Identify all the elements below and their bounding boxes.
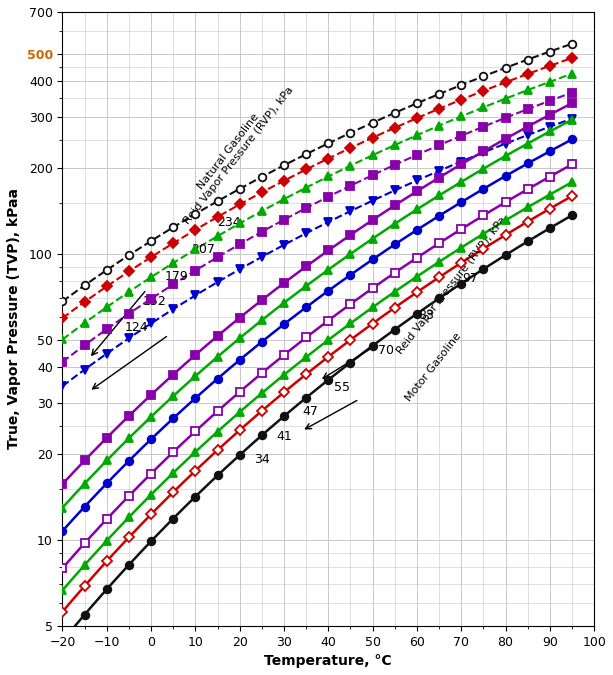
Text: 34: 34: [254, 454, 270, 466]
Text: 179: 179: [164, 270, 188, 284]
Text: 234: 234: [218, 217, 241, 230]
Text: 152: 152: [142, 295, 166, 308]
Text: 55: 55: [333, 381, 349, 394]
Text: 41: 41: [276, 430, 292, 443]
Text: 207: 207: [191, 244, 215, 256]
Text: Reid Vapor Pressure (RVP), kPa: Reid Vapor Pressure (RVP), kPa: [395, 215, 508, 356]
Text: Reid Vapor Pressure (RVP), kPa: Reid Vapor Pressure (RVP), kPa: [182, 85, 295, 226]
Text: 97: 97: [462, 272, 478, 285]
Text: 47: 47: [303, 405, 319, 418]
Y-axis label: True, Vapor Pressure (TVP), kPaa: True, Vapor Pressure (TVP), kPaa: [7, 188, 21, 450]
Text: 70: 70: [378, 344, 394, 356]
Text: 124: 124: [124, 321, 148, 334]
Text: Natural Gasoline: Natural Gasoline: [196, 112, 261, 192]
Text: Motor Gasoline: Motor Gasoline: [403, 331, 463, 403]
Text: 83: 83: [418, 308, 434, 321]
X-axis label: Temperature, °C: Temperature, °C: [264, 654, 392, 668]
